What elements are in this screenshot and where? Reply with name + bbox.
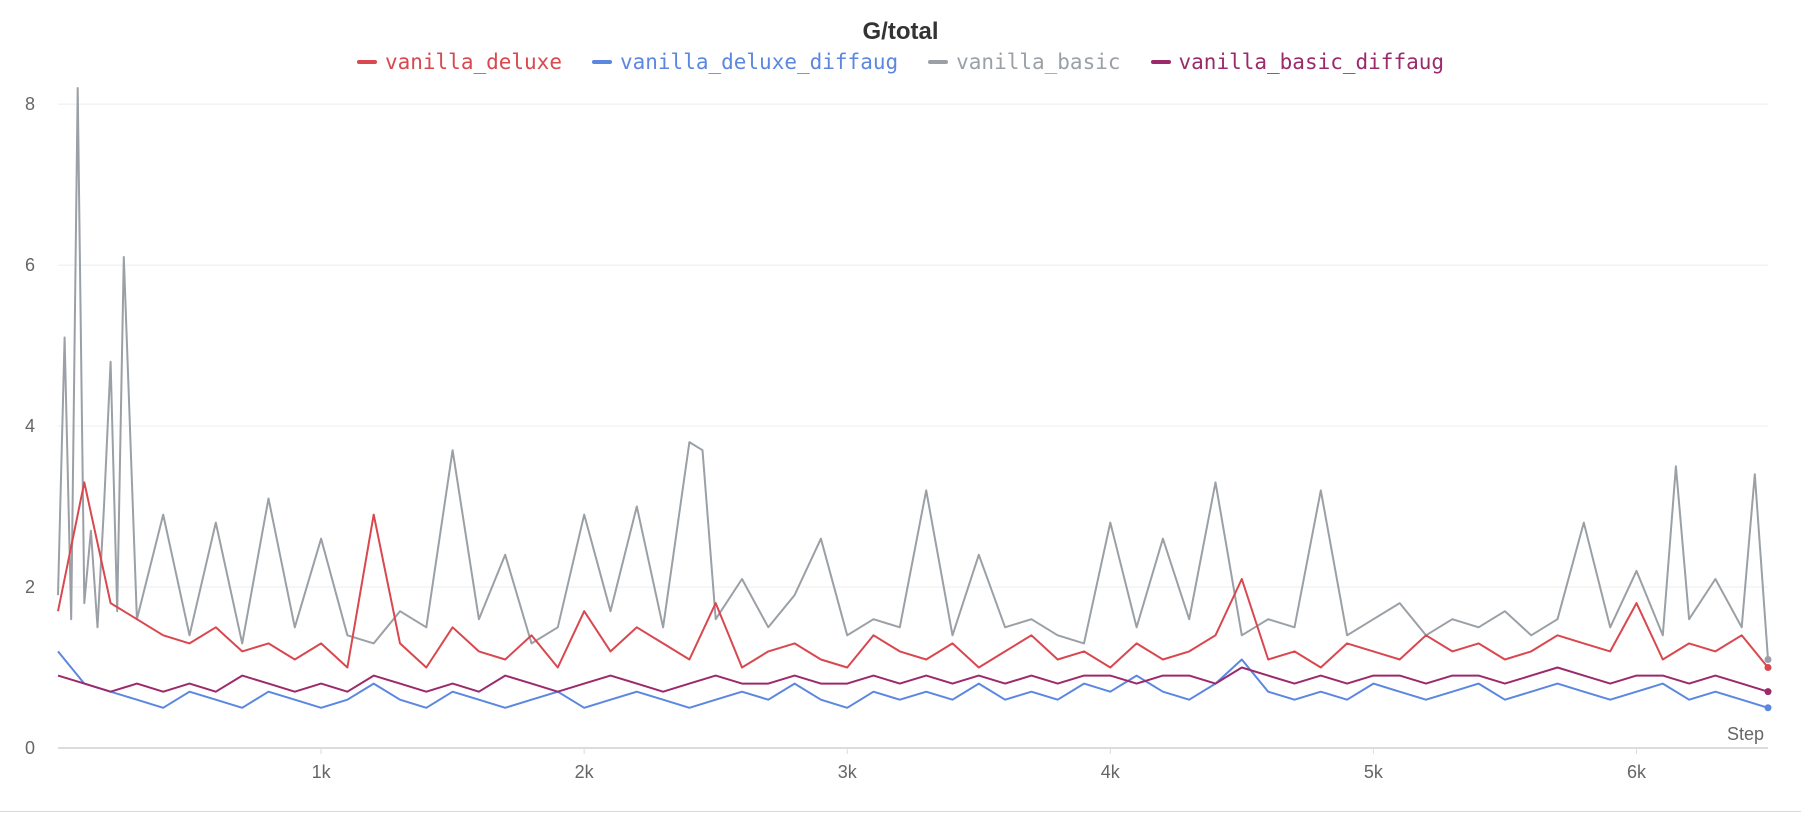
x-tick-label: 2k [575, 762, 595, 782]
x-tick-label: 4k [1101, 762, 1121, 782]
series-line-vanilla-basic-diffaug [57, 666, 1769, 693]
legend-label: vanilla_deluxe_diffaug [619, 50, 899, 74]
legend-item-vanilla-deluxe-diffaug[interactable]: vanilla_deluxe_diffaug [591, 50, 899, 74]
series-line-vanilla-deluxe [57, 481, 1769, 669]
legend-label: vanilla_deluxe [384, 50, 562, 74]
legend-swatch [928, 60, 949, 64]
legend-item-vanilla-basic[interactable]: vanilla_basic [928, 50, 1121, 74]
legend: vanilla_deluxe vanilla_deluxe_diffaug va… [0, 50, 1801, 74]
series-end-point [1764, 655, 1772, 663]
y-tick-label: 6 [25, 255, 35, 275]
x-tick-label: 6k [1627, 762, 1647, 782]
bottom-divider [0, 811, 1801, 812]
series-end-point [1764, 704, 1772, 712]
x-tick-label: 3k [838, 762, 858, 782]
y-tick-label: 2 [25, 577, 35, 597]
chart-title: G/total [862, 18, 939, 45]
y-tick-label: 8 [25, 94, 35, 114]
legend-swatch [356, 60, 377, 64]
legend-label: vanilla_basic [956, 50, 1121, 74]
series-end-point [1764, 664, 1772, 672]
legend-swatch [1150, 60, 1171, 64]
x-tick-label: 5k [1364, 762, 1384, 782]
series-end-point [1764, 688, 1772, 696]
y-tick-label: 4 [25, 416, 35, 436]
legend-swatch [591, 60, 612, 64]
series-line-vanilla-deluxe-diffaug [57, 650, 1769, 709]
series-line-vanilla-basic [57, 87, 1769, 660]
x-tick-label: 1k [312, 762, 332, 782]
x-axis-label: Step [1727, 724, 1764, 744]
legend-label: vanilla_basic_diffaug [1178, 50, 1445, 74]
legend-item-vanilla-deluxe[interactable]: vanilla_deluxe [356, 50, 562, 74]
legend-item-vanilla-basic-diffaug[interactable]: vanilla_basic_diffaug [1150, 50, 1445, 74]
y-tick-label: 0 [25, 738, 35, 758]
